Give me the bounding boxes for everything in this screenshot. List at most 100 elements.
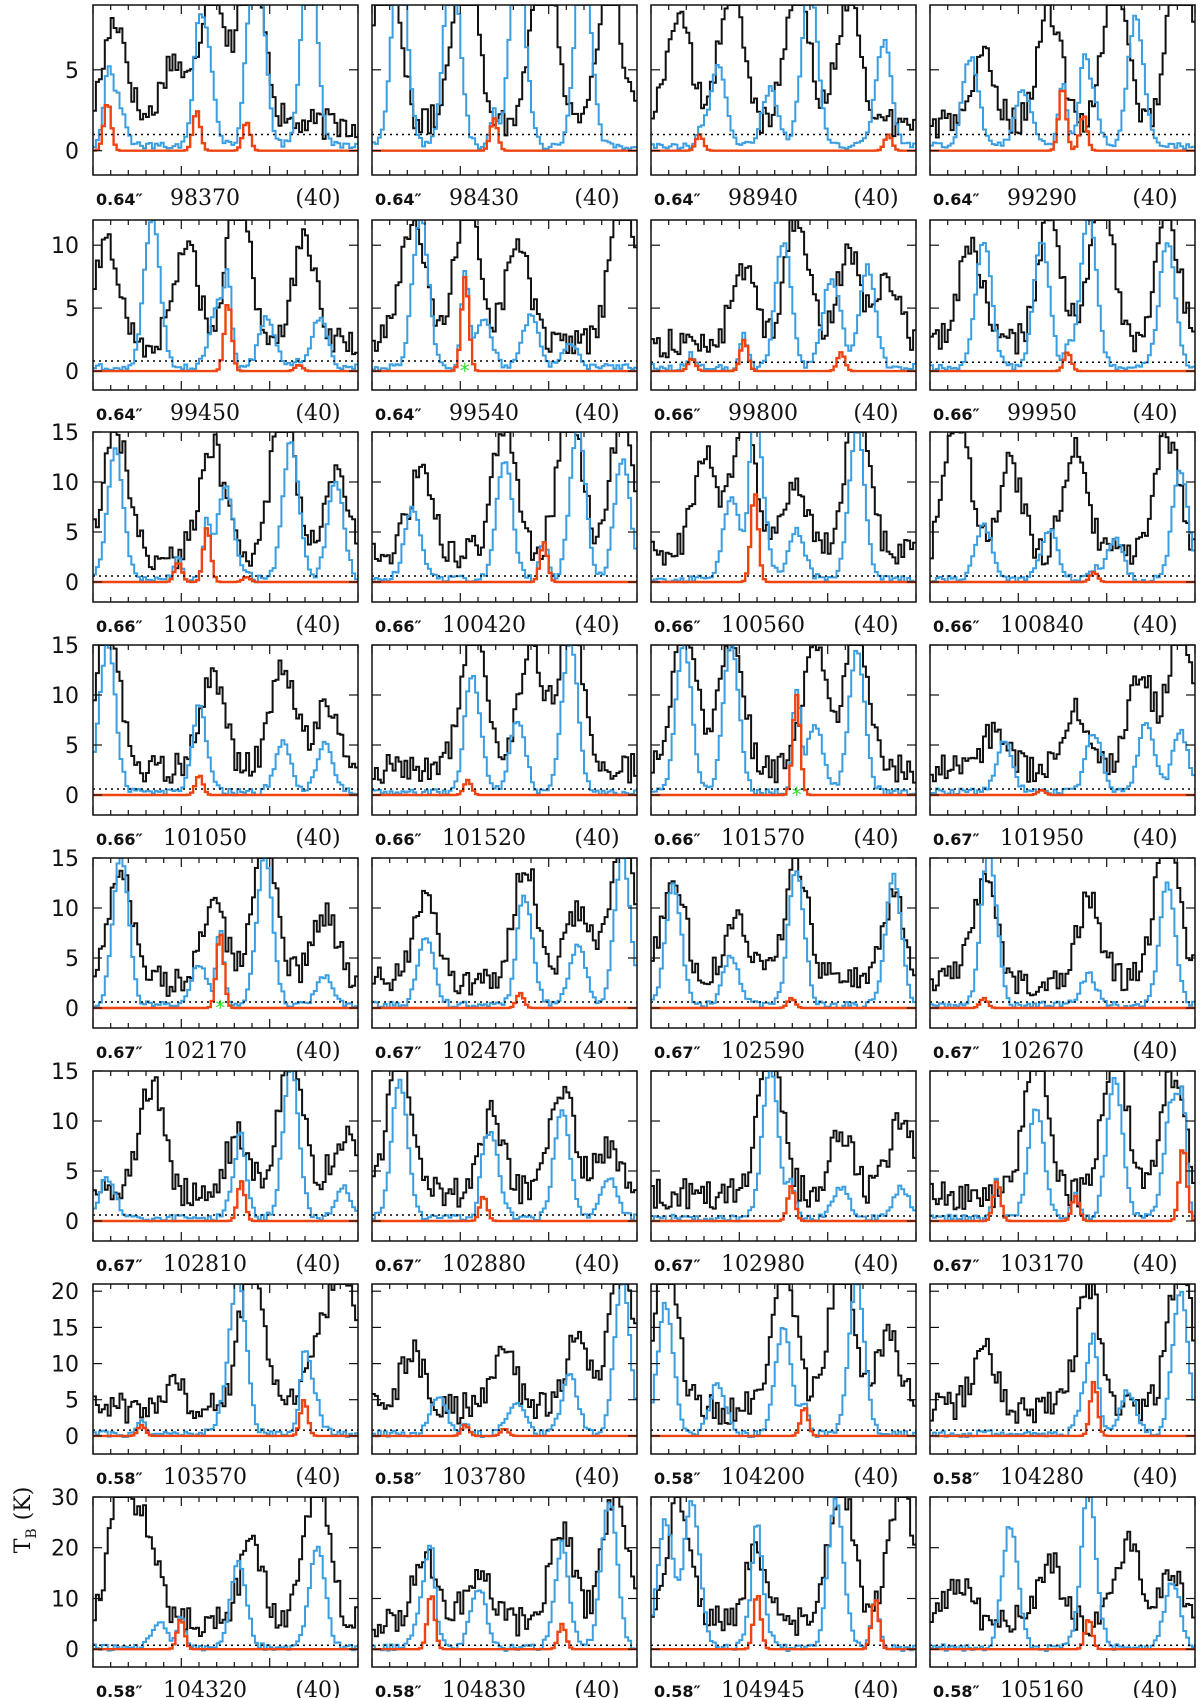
panel-plot-area: [372, 432, 637, 584]
model-all-species: [93, 645, 358, 797]
y-tick-label: 15: [51, 421, 79, 446]
channel-width-label: (40): [295, 613, 340, 638]
model-species: [372, 541, 637, 584]
frequency-label: 104320: [163, 1678, 247, 1698]
panel-frame: [371, 857, 638, 1029]
panel-plot-area: [930, 858, 1195, 1010]
model-all-species: [372, 1284, 637, 1438]
panel-plot-area: [651, 432, 916, 584]
frequency-label: 99450: [170, 401, 240, 426]
channel-width-label: (40): [1132, 1039, 1177, 1064]
model-species: [93, 104, 358, 152]
spectrum-panel: 0 10 20 30 0.58″ 104320 (40): [51, 1486, 359, 1698]
model-all-species: [372, 858, 637, 1009]
panel-plot-area: [930, 1497, 1195, 1652]
line-marker-star: *: [215, 996, 225, 1020]
y-tick-label: 5: [65, 59, 79, 84]
observed-spectrum: [93, 1071, 358, 1207]
panel-frame: [929, 4, 1196, 176]
y-tick-label: 5: [65, 734, 79, 759]
model-species: [372, 1595, 637, 1651]
spectrum-panel: 0.58″ 103780 (40): [371, 1283, 638, 1490]
y-tick-label: 10: [51, 234, 79, 259]
y-axis-title: TB (K): [11, 1487, 40, 1554]
model-species: [930, 789, 1195, 797]
spectrum-panel: * 0.64″ 99540 (40): [371, 219, 638, 426]
panel-frame: [650, 857, 917, 1029]
beam-size-label: 0.64″: [96, 190, 143, 209]
panel-frame: [92, 1070, 359, 1242]
panel-frame: [650, 1496, 917, 1668]
model-all-species: [651, 645, 916, 797]
observed-spectrum: [930, 5, 1195, 139]
beam-size-label: 0.58″: [933, 1682, 980, 1698]
panel-plot-area: [372, 220, 637, 373]
panel-frame: [929, 1283, 1196, 1455]
spectrum-panel: 0.67″ 102590 (40): [650, 857, 917, 1064]
model-all-species: [651, 5, 916, 150]
spectrum-panel: 0.64″ 98430 (40): [371, 4, 638, 211]
spectrum-panel: 0 5 10 15 0.67″ 102810 (40): [51, 1060, 359, 1277]
beam-size-label: 0.67″: [933, 1043, 980, 1062]
model-all-species: [372, 432, 637, 583]
beam-size-label: 0.67″: [96, 1043, 143, 1062]
spectrum-panel: 0.67″ 102980 (40): [650, 1070, 917, 1277]
beam-size-label: 0.64″: [654, 190, 701, 209]
model-species: [651, 1407, 916, 1438]
y-tick-label: 15: [51, 1316, 79, 1341]
y-tick-label: 10: [51, 1353, 79, 1378]
channel-width-label: (40): [295, 1678, 340, 1698]
frequency-label: 103170: [1000, 1252, 1084, 1277]
beam-size-label: 0.64″: [375, 190, 422, 209]
frequency-label: 98940: [728, 186, 798, 211]
y-tick-label: 10: [51, 1588, 79, 1613]
model-species: [651, 338, 916, 373]
y-tick-label: 10: [51, 684, 79, 709]
frequency-label: 98370: [170, 186, 240, 211]
panel-frame: [650, 4, 917, 176]
channel-width-label: (40): [574, 1465, 619, 1490]
model-species: [930, 570, 1195, 584]
spectrum-panel: 0.64″ 98940 (40): [650, 4, 917, 211]
panel-plot-area: [930, 220, 1195, 373]
panel-plot-area: [93, 1497, 358, 1652]
beam-size-label: 0.58″: [96, 1469, 143, 1488]
spectrum-panel: 0.58″ 104280 (40): [929, 1283, 1196, 1490]
panel-plot-area: [372, 5, 637, 152]
y-axis-title-sub: B: [24, 1528, 40, 1538]
model-species: [372, 117, 637, 152]
channel-width-label: (40): [574, 1678, 619, 1698]
observed-spectrum: [651, 645, 916, 784]
observed-spectrum: [651, 1071, 916, 1210]
frequency-label: 101570: [721, 826, 805, 851]
spectrum-panel: 0.58″ 104830 (40): [371, 1496, 638, 1698]
spectrum-panel: 0.67″ 102670 (40): [929, 857, 1196, 1064]
frequency-label: 103780: [442, 1465, 526, 1490]
y-tick-label: 0: [65, 571, 79, 596]
spectrum-panel: 0.66″ 99950 (40): [929, 219, 1196, 426]
model-species: [93, 1399, 358, 1438]
channel-width-label: (40): [853, 1678, 898, 1698]
frequency-label: 101520: [442, 826, 526, 851]
channel-width-label: (40): [1132, 1678, 1177, 1698]
panel-plot-area: [93, 1071, 358, 1223]
frequency-label: 99950: [1007, 401, 1077, 426]
panel-grid: 0 5 0.64″ 98370 (40) 0.64″ 98430 (40) 0.64″ 98940…: [51, 4, 1196, 1698]
spectrum-panel: 0.66″ 100840 (40): [929, 431, 1196, 638]
panel-plot-area: [651, 220, 916, 373]
model-species: [93, 304, 358, 373]
panel-plot-area: [930, 432, 1195, 584]
frequency-label: 99540: [449, 401, 519, 426]
model-all-species: [372, 645, 637, 797]
beam-size-label: 0.67″: [375, 1256, 422, 1275]
beam-size-label: 0.67″: [654, 1043, 701, 1062]
panel-plot-area: [93, 645, 358, 797]
channel-width-label: (40): [295, 186, 340, 211]
beam-size-label: 0.66″: [933, 405, 980, 424]
spectrum-panel: 0.66″ 101520 (40): [371, 644, 638, 851]
panel-plot-area: [651, 1497, 916, 1652]
frequency-label: 102170: [163, 1039, 247, 1064]
frequency-label: 99290: [1007, 186, 1077, 211]
panel-plot-area: [651, 1284, 916, 1438]
observed-spectrum: [651, 1497, 916, 1636]
